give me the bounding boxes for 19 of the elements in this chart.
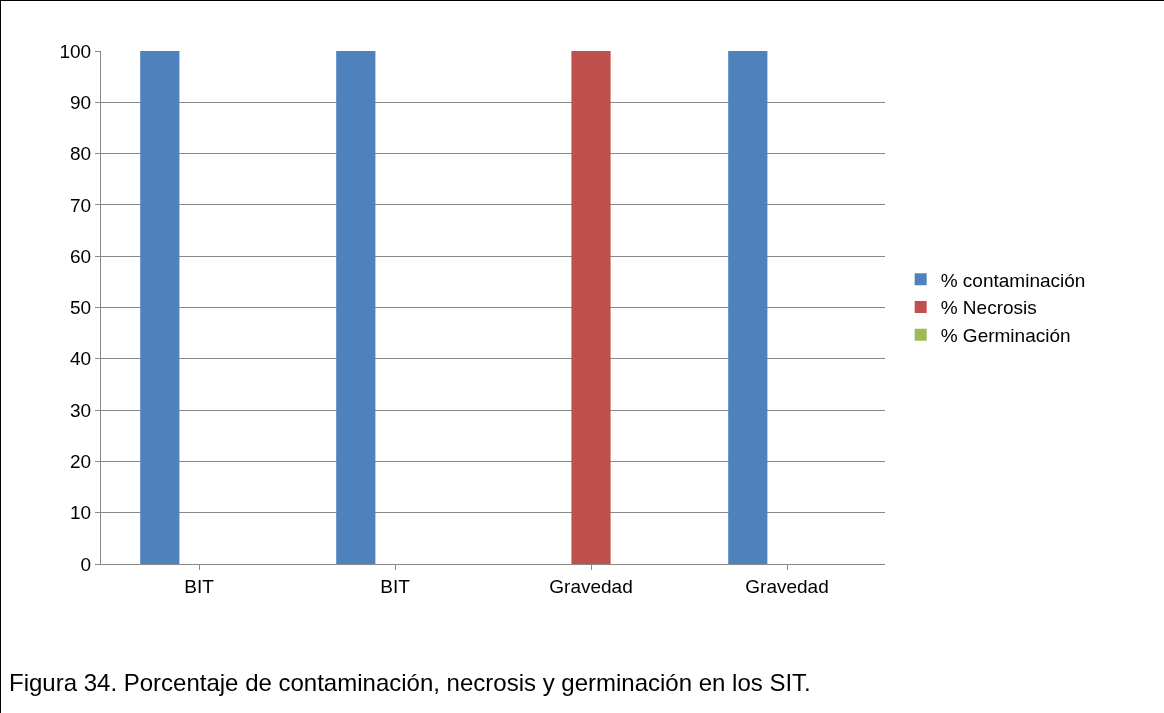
y-tick-label: 50 — [70, 297, 92, 319]
y-tick-label: 70 — [70, 194, 92, 216]
x-tick-label: BIT — [184, 575, 215, 597]
x-tick-label: Gravedad — [745, 575, 829, 597]
y-tick-label: 90 — [70, 91, 92, 113]
legend-label: % contaminación — [940, 269, 1086, 291]
legend-label: % Necrosis — [940, 297, 1037, 319]
y-tick-label: 30 — [70, 399, 92, 421]
text: Figura 34. Porcentaje de contaminación, necrosis y germinación en los SIT. — [9, 669, 811, 696]
y-tick-label: 80 — [70, 143, 92, 165]
y-tick-label: 0 — [80, 553, 92, 575]
y-tick-label: 60 — [70, 245, 92, 267]
y-tick-label: 10 — [70, 502, 92, 524]
y-tick-label: 40 — [70, 348, 92, 370]
x-tick-label: BIT — [380, 575, 411, 597]
y-tick-label: 100 — [59, 40, 92, 62]
y-tick-label: 20 — [70, 451, 92, 473]
legend-label: % Germinación — [940, 325, 1071, 347]
x-tick-label: Gravedad — [549, 575, 633, 597]
